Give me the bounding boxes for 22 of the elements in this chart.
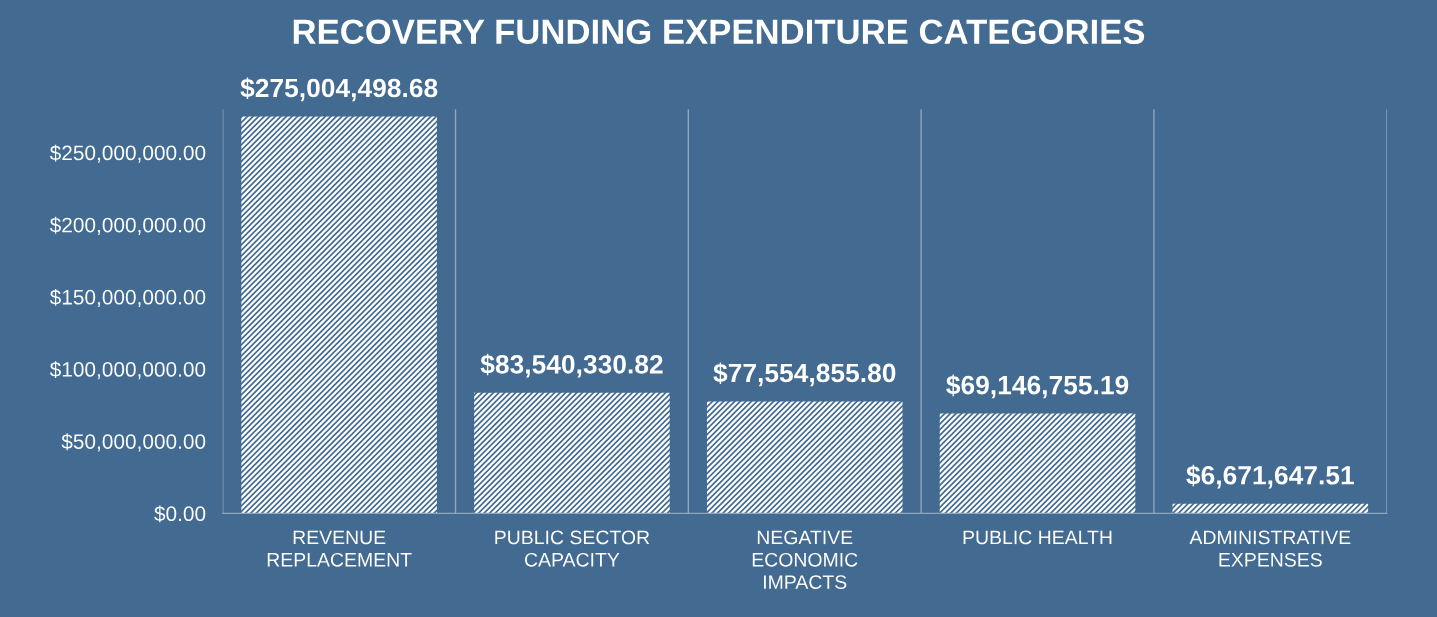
y-tick-label: $100,000,000.00 (49, 361, 206, 380)
bar (474, 392, 670, 514)
bar (1172, 503, 1369, 514)
bar (706, 401, 903, 514)
data-label: $6,671,647.51 (1186, 464, 1354, 489)
bar (939, 413, 1136, 514)
x-tick-label: ADMINISTRATIVE EXPENSES (1189, 530, 1351, 567)
y-tick-label: $200,000,000.00 (49, 216, 206, 235)
data-label: $275,004,498.68 (240, 77, 438, 102)
y-tick-label: $150,000,000.00 (49, 288, 206, 308)
x-tick-label: PUBLIC HEALTH (963, 530, 1112, 545)
chart-title: RECOVERY FUNDING EXPENDITURE CATEGORIES (293, 19, 1145, 45)
x-tick-label: PUBLIC SECTOR CAPACITY (495, 530, 650, 567)
data-label: $77,554,855.80 (713, 362, 896, 387)
data-label: $69,146,755.19 (946, 374, 1129, 399)
x-tick-label: REVENUE REPLACEMENT (267, 530, 412, 567)
bar (241, 116, 437, 514)
y-tick-label: $250,000,000.00 (49, 144, 206, 163)
data-label: $83,540,330.82 (480, 353, 663, 378)
y-tick-label: $0.00 (154, 505, 206, 523)
y-tick-label: $50,000,000.00 (61, 433, 206, 452)
x-tick-label: NEGATIVE ECONOMIC IMPACTS (752, 530, 858, 589)
